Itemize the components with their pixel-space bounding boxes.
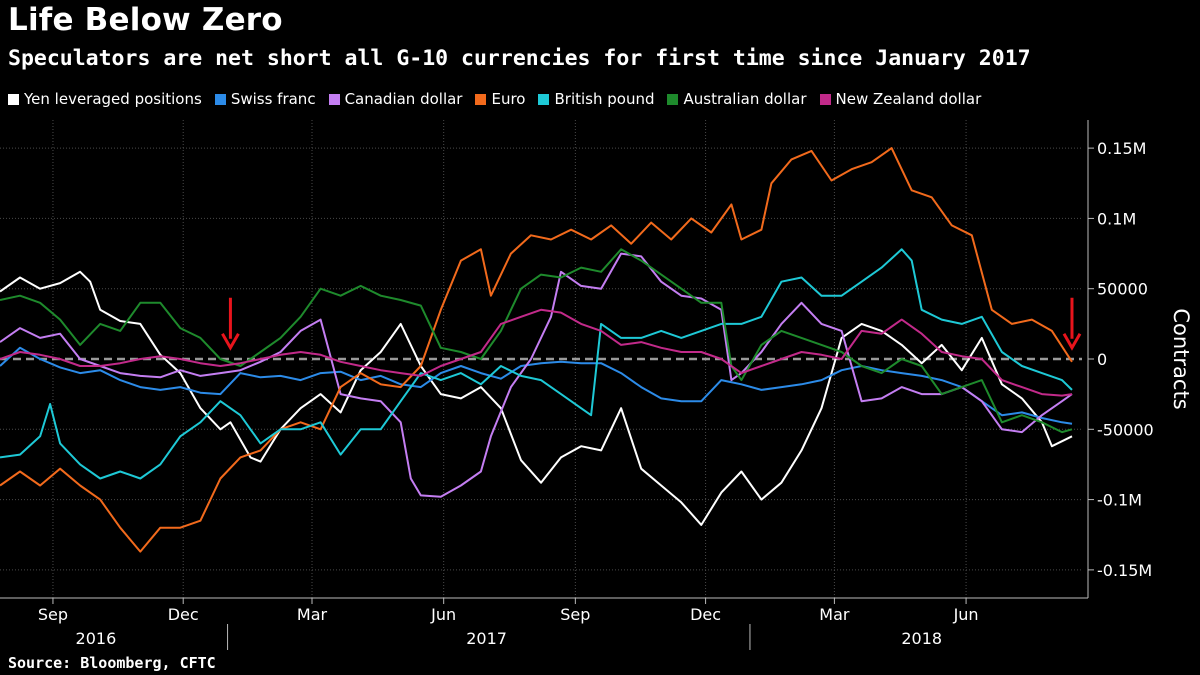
x-tick-label: Jun — [430, 605, 456, 624]
chart-legend: Yen leveraged positions Swiss franc Canadi… — [8, 90, 994, 108]
legend-swatch — [8, 93, 19, 105]
legend-item: British pound — [538, 90, 654, 108]
legend-item: Australian dollar — [667, 90, 807, 108]
legend-item: Canadian dollar — [328, 90, 463, 108]
legend-label: Euro — [491, 90, 526, 108]
legend-label: Australian dollar — [683, 90, 807, 108]
y-tick-label: 50000 — [1097, 280, 1148, 299]
x-tick-label: Jun — [953, 605, 979, 624]
legend-swatch — [538, 93, 550, 105]
legend-label: Canadian dollar — [344, 90, 463, 108]
series-line — [0, 270, 1073, 526]
y-tick-label: -0.1M — [1097, 491, 1142, 510]
x-year-label: 2018 — [901, 629, 942, 648]
x-tick-label: Mar — [297, 605, 328, 624]
x-tick-label: Dec — [690, 605, 721, 624]
series-line — [0, 147, 1073, 553]
x-tick-label: Dec — [168, 605, 199, 624]
x-year-label: 2017 — [466, 629, 507, 648]
legend-swatch — [214, 93, 226, 105]
series-line — [0, 248, 1073, 480]
x-tick-label: Mar — [819, 605, 850, 624]
legend-label: British pound — [554, 90, 655, 108]
series-line — [0, 248, 1073, 434]
y-tick-label: -0.15M — [1097, 561, 1152, 580]
x-tick-label: Sep — [560, 605, 590, 624]
legend-swatch — [819, 93, 831, 105]
y-tick-label: 0.15M — [1097, 139, 1146, 158]
legend-label: New Zealand dollar — [835, 90, 982, 108]
legend-item: Yen leveraged positions — [8, 90, 202, 108]
chart-subtitle: Speculators are net short all G-10 curre… — [8, 46, 1031, 71]
legend-swatch — [475, 93, 487, 105]
y-axis-label: Contracts — [1169, 308, 1193, 409]
legend-item: Euro — [475, 90, 525, 108]
series-line — [0, 252, 1073, 498]
x-tick-label: Sep — [38, 605, 68, 624]
legend-item: Swiss franc — [214, 90, 316, 108]
chart-title: Life Below Zero — [8, 2, 283, 38]
legend-item: New Zealand dollar — [819, 90, 982, 108]
legend-label: Yen leveraged positions — [24, 90, 202, 108]
series-line — [0, 308, 1073, 397]
chart-source: Source: Bloomberg, CFTC — [8, 654, 216, 672]
legend-swatch — [328, 93, 340, 105]
y-tick-label: -50000 — [1097, 420, 1154, 439]
x-year-label: 2016 — [76, 629, 117, 648]
y-tick-label: 0 — [1097, 350, 1107, 369]
series-line — [0, 346, 1073, 425]
legend-label: Swiss franc — [230, 90, 316, 108]
y-tick-label: 0.1M — [1097, 209, 1136, 228]
annotation-arrowhead — [221, 333, 240, 351]
annotation-arrowhead — [1062, 333, 1082, 351]
legend-swatch — [667, 93, 679, 105]
